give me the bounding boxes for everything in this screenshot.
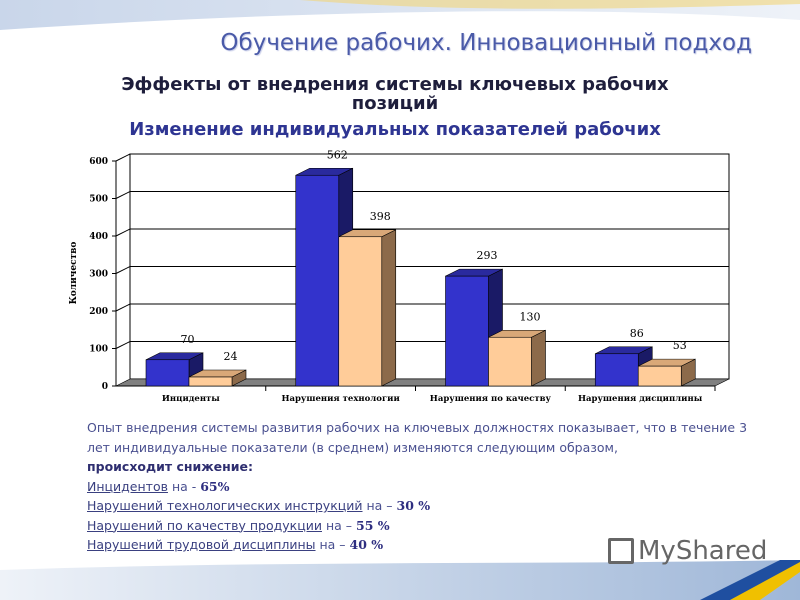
data-label: 130 [520, 310, 541, 323]
list-item: Нарушений технологических инструкций на … [87, 496, 767, 516]
gridline [115, 191, 729, 199]
bar [145, 359, 190, 387]
item-link[interactable]: Нарушений трудовой дисциплины [87, 537, 316, 552]
bottom-decoration [0, 560, 800, 600]
list-item: Нарушений по качеству продукции на – 55 … [87, 516, 767, 536]
item-mid: на - [167, 478, 201, 494]
item-value: 30 % [396, 498, 431, 513]
item-mid: на – [315, 537, 350, 552]
presentation-icon [608, 538, 634, 564]
data-label: 86 [630, 327, 644, 340]
bar-side [381, 229, 397, 387]
item-value: 40 % [349, 537, 384, 552]
data-label: 53 [673, 339, 687, 352]
intro-text: Опыт внедрения системы развития рабочих … [87, 420, 748, 455]
bar [295, 174, 340, 387]
item-value: 55 % [356, 517, 390, 533]
y-tick-label: 500 [89, 195, 108, 205]
y-tick-label: 0 [102, 382, 108, 392]
heading-indicators: Изменение индивидуальных показателей раб… [129, 119, 661, 140]
item-mid: на – [362, 498, 397, 513]
gridline [115, 266, 729, 274]
bar [338, 236, 383, 387]
y-tick-label: 400 [89, 232, 108, 242]
item-link[interactable]: Инцидентов [87, 478, 168, 494]
list-item: Инцидентов на - 65% [87, 477, 767, 497]
item-link[interactable]: Нарушений технологических инструкций [87, 498, 363, 513]
x-tick-label: Нарушения по качеству [430, 394, 552, 404]
bar [188, 376, 233, 387]
item-value: 65% [200, 478, 230, 494]
list-item: Нарушений трудовой дисциплины на – 40 % [87, 535, 767, 555]
heading-effects: Эффекты от внедрения системы ключевых ра… [121, 74, 669, 114]
y-tick-label: 600 [89, 157, 108, 167]
gridline [115, 153, 729, 162]
x-tick-label: Инциденты [162, 394, 220, 404]
gridline [115, 228, 729, 237]
data-label: 398 [370, 210, 391, 223]
slide-title: Обучение рабочих. Инновационный подход [220, 30, 752, 56]
item-link[interactable]: Нарушений по качеству продукции [87, 517, 322, 533]
data-label: 293 [477, 249, 498, 262]
item-mid: на – [322, 517, 357, 533]
bar [488, 336, 532, 387]
intro-bold: происходит снижение: [87, 459, 254, 474]
bar [594, 353, 639, 387]
data-label: 562 [327, 148, 348, 161]
y-tick-label: 200 [89, 307, 108, 317]
y-tick-label: 100 [89, 345, 108, 355]
x-tick-label: Нарушения технологии [281, 394, 400, 404]
watermark-logo: MyShared [608, 536, 767, 566]
bar [637, 365, 682, 387]
bar-side [531, 329, 546, 387]
watermark-text: MyShared [638, 536, 768, 566]
top-decoration [0, 0, 800, 30]
y-axis-label: Количество [69, 242, 79, 305]
x-tick-label: Нарушения дисциплины [578, 394, 703, 404]
description: Опыт внедрения системы развития рабочих … [87, 418, 767, 555]
gridline [115, 303, 729, 312]
bar-chart: 0 100 200 300 400 500 600 Количество Инциденты 70… [69, 148, 730, 404]
y-tick-label: 300 [89, 270, 108, 280]
bar [445, 275, 489, 387]
data-label: 70 [181, 333, 195, 346]
data-label: 24 [224, 350, 238, 363]
